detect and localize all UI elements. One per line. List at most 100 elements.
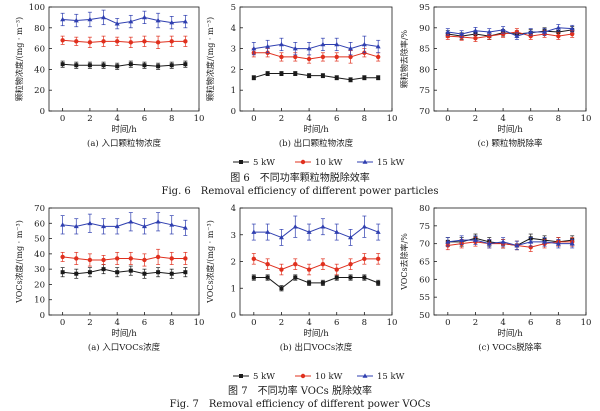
legend-marker [239,374,243,378]
x-tick-label: 8 [362,114,367,124]
plot-frame [48,207,200,316]
data-point [459,237,465,242]
x-tick-label: 8 [556,114,561,124]
legend-label: 5 kW [253,158,275,168]
data-point [334,229,340,234]
data-point [445,239,451,244]
data-point [101,14,107,20]
data-point [251,46,257,51]
data-point [320,261,326,267]
x-tick-label: 8 [169,114,174,124]
data-point [87,16,93,22]
data-point [182,225,188,230]
data-point [306,46,312,51]
x-tick-label: 8 [169,318,174,328]
data-point [293,71,298,76]
data-point [265,275,270,280]
data-point [182,18,188,24]
y-tick-label: 4 [231,204,236,214]
data-point [60,254,65,260]
data-point [74,271,79,276]
y-tick-label: 3 [231,45,236,55]
y-axis-label: 颗粒物浓度/(mg · m⁻³) [205,17,215,101]
data-point [128,40,134,45]
legend-marker [300,159,306,165]
data-point [60,222,66,227]
data-point [500,27,506,32]
data-point [555,241,561,246]
plot-frame [433,207,587,316]
data-point [114,256,120,261]
data-point [348,275,353,280]
data-point [251,256,257,262]
data-point [320,54,326,60]
data-point [183,39,188,44]
data-point [514,33,520,38]
y-tick-label: 60 [34,45,45,55]
y-tick-label: 10 [34,296,45,306]
data-point [265,261,270,267]
data-point [361,224,367,229]
x-tick-label: 4 [500,114,505,124]
data-point [101,63,106,68]
x-tick-label: 6 [528,114,533,124]
panel-caption: (a) 入口VOCs浓度 [88,342,161,353]
chart-panel-6c: 0 2 4 6 8 10 70 75 80 85 90 95 时间/h 颗粒物去除率/% (c) 颗粒物脱除… [399,3,591,149]
x-tick-label: 6 [142,318,147,328]
y-tick-label: 40 [34,65,45,75]
plot-frame [239,6,393,112]
y-tick-label: 3 [231,231,236,241]
data-point [542,239,548,244]
y-axis-label: VOCs浓度/(mg · m⁻³) [14,220,24,304]
x-axis-label: 时间/h [303,328,329,339]
y-tick-label: 0 [40,107,45,117]
data-point [528,29,534,34]
y-axis-label: 颗粒物浓度/(mg · m⁻³) [14,17,24,101]
data-point [307,73,312,78]
data-point [514,242,520,248]
data-point [183,256,188,261]
data-point [142,63,147,68]
legend-fig6: 5 kW 10 kW 15 kW [233,158,405,168]
data-point [60,62,65,67]
data-point [87,40,93,45]
data-point [569,26,575,31]
data-point [334,54,339,60]
data-point [128,62,133,67]
data-point [292,46,298,51]
data-point [500,239,506,244]
data-point [279,71,284,76]
data-point [101,267,106,272]
data-point [128,219,134,224]
data-point [141,223,147,229]
data-point [265,71,270,76]
y-tick-label: 80 [419,65,430,75]
panel-caption: (b) 出口颗粒物浓度 [279,138,354,149]
data-point [320,280,325,285]
data-point [155,40,161,45]
data-point [542,29,548,34]
x-axis-label: 时间/h [111,124,137,135]
data-point [375,43,381,49]
data-point [320,73,325,78]
data-point [293,275,298,280]
data-point [156,270,161,275]
series-line-1 [62,63,186,67]
data-point [169,20,175,25]
x-tick-label: 2 [87,114,92,124]
data-point [278,41,284,47]
data-point [528,239,534,244]
series-line-2 [62,39,186,43]
y-tick-label: 70 [419,107,430,117]
data-point [265,229,271,234]
x-tick-label: 2 [279,318,284,328]
data-point [334,75,339,80]
data-point [115,270,120,275]
legend-marker [239,160,243,164]
data-point [459,31,465,36]
x-tick-label: 4 [306,318,311,328]
data-point [486,29,492,34]
y-tick-label: 1 [231,284,236,294]
data-point [265,43,271,49]
